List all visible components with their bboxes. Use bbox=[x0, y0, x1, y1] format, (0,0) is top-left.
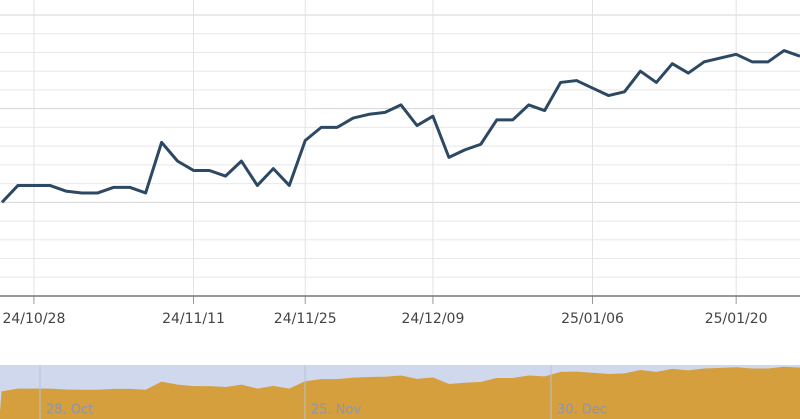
navigator-label: 30. Dec bbox=[557, 403, 607, 418]
x-tick-label: 24/10/28 bbox=[2, 311, 65, 327]
navigator-area bbox=[0, 366, 800, 419]
x-tick-label: 25/01/20 bbox=[705, 311, 768, 327]
navigator-label: 25. Nov bbox=[311, 403, 361, 418]
x-tick-label: 25/01/06 bbox=[561, 311, 624, 327]
line-series bbox=[0, 49, 800, 204]
x-tick-label: 24/11/11 bbox=[162, 311, 225, 327]
navigator-label: 28. Oct bbox=[46, 403, 93, 418]
x-tick-label: 24/12/09 bbox=[401, 311, 464, 327]
x-tick-label: 24/11/25 bbox=[274, 311, 337, 327]
